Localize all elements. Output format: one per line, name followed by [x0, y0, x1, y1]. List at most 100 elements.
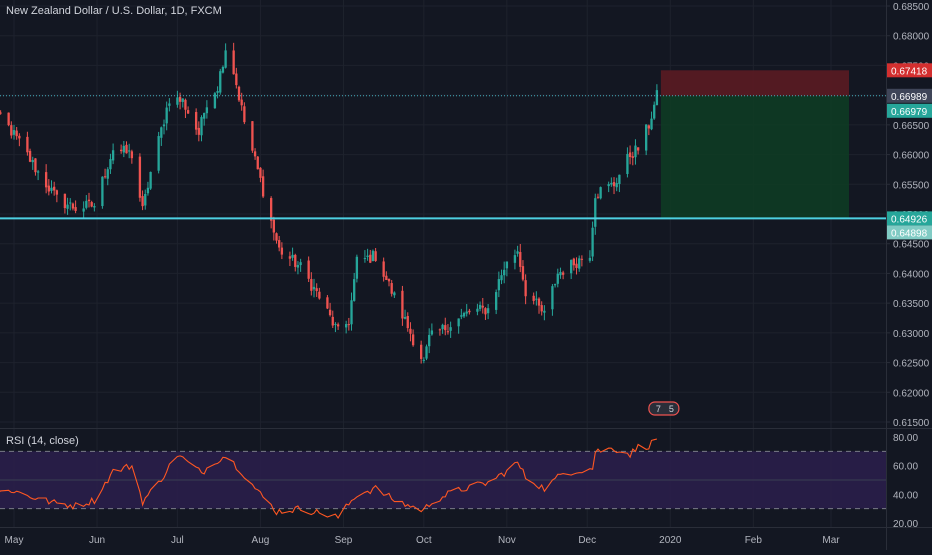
- candle-body: [481, 305, 484, 308]
- price-badge-label: 0.66989: [891, 92, 928, 103]
- candle-body: [500, 275, 503, 281]
- time-tick-label: Sep: [335, 535, 353, 546]
- candle-body: [503, 269, 506, 276]
- time-tick-label: Dec: [578, 535, 596, 546]
- candle-body: [382, 261, 385, 277]
- candle-body: [15, 130, 18, 137]
- time-tick-label: Nov: [498, 535, 516, 546]
- candle-body: [457, 318, 460, 327]
- candle-body: [371, 250, 375, 262]
- candle-body: [85, 200, 88, 208]
- candle-body: [259, 167, 262, 178]
- rsi-tick-label: 40.00: [893, 490, 918, 501]
- candle-body: [55, 190, 59, 195]
- price-badge: [887, 211, 932, 226]
- candle-body: [26, 136, 29, 153]
- candle-body: [460, 315, 463, 317]
- price-badge: [887, 225, 932, 240]
- candle-body: [401, 290, 404, 319]
- candle-body: [106, 169, 109, 179]
- candle-body: [109, 159, 112, 170]
- candle-body: [618, 174, 621, 184]
- candle-body: [18, 135, 21, 139]
- candle-body: [411, 334, 415, 346]
- candle-body: [363, 258, 367, 260]
- candle-body: [403, 316, 407, 319]
- candle-body: [294, 254, 297, 267]
- candle-body: [122, 145, 125, 153]
- candle-body: [157, 136, 160, 171]
- price-tick-label: 0.62000: [893, 388, 930, 399]
- candle-body: [0, 112, 2, 114]
- time-tick-label: Jul: [171, 535, 184, 546]
- calendar-event-icon: [648, 401, 680, 416]
- price-tick-label: 0.62500: [893, 359, 930, 370]
- candle-body: [556, 273, 559, 284]
- candle-body: [53, 186, 56, 191]
- candle-body: [328, 309, 332, 316]
- candle-body: [393, 292, 396, 296]
- candle-body: [449, 327, 452, 331]
- candle-body: [7, 112, 10, 126]
- time-tick-label: Jun: [89, 535, 105, 546]
- candle-body: [232, 50, 235, 75]
- candle-body: [213, 93, 217, 109]
- candle-body: [559, 272, 562, 276]
- candle-body: [66, 204, 69, 209]
- candle-body: [278, 240, 281, 248]
- candle-body: [221, 66, 225, 73]
- time-tick-label: Mar: [822, 535, 840, 546]
- candle-body: [240, 99, 243, 106]
- candle-body: [138, 156, 142, 198]
- candle-body: [615, 183, 618, 188]
- price-tick-label: 0.68500: [893, 2, 930, 13]
- candle-body: [655, 90, 659, 106]
- candle-body: [636, 147, 640, 151]
- price-tick-label: 0.63500: [893, 299, 930, 310]
- candle-body: [631, 156, 634, 158]
- candle-body: [93, 206, 96, 208]
- candle-body: [160, 127, 163, 138]
- candle-body: [280, 247, 284, 255]
- candle-body: [551, 286, 554, 310]
- candle-body: [486, 308, 490, 314]
- candle-body: [331, 316, 334, 326]
- candle-body: [650, 118, 653, 130]
- candle-body: [326, 297, 329, 309]
- candle-body: [237, 86, 241, 101]
- candle-body: [197, 127, 200, 135]
- candle-body: [144, 193, 147, 206]
- candle-body: [28, 150, 32, 162]
- candle-body: [103, 176, 107, 178]
- rsi-tick-label: 20.00: [893, 519, 918, 530]
- candle-body: [465, 311, 468, 314]
- candle-body: [71, 203, 75, 209]
- candle-body: [63, 193, 67, 209]
- price-badge: [887, 103, 932, 118]
- candle-body: [610, 182, 613, 185]
- time-tick-label: 2020: [659, 535, 682, 546]
- rsi-tick-label: 80.00: [893, 433, 918, 444]
- candle-body: [181, 98, 184, 102]
- candle-body: [596, 196, 600, 198]
- candle-body: [594, 198, 597, 227]
- candle-body: [484, 308, 487, 315]
- candle-body: [216, 91, 219, 93]
- time-tick-label: Feb: [745, 535, 763, 546]
- candle-body: [561, 272, 565, 275]
- price-badge: [887, 63, 932, 78]
- candle-body: [312, 286, 316, 290]
- price-badge-label: 0.64898: [891, 228, 928, 239]
- candle-body: [634, 145, 637, 158]
- candle-body: [44, 172, 48, 188]
- candle-body: [519, 252, 522, 267]
- candle-body: [387, 278, 391, 282]
- candle-body: [10, 125, 13, 136]
- candle-body: [269, 198, 273, 221]
- candle-body: [409, 328, 412, 334]
- candle-body: [553, 284, 557, 286]
- candle-body: [275, 233, 278, 241]
